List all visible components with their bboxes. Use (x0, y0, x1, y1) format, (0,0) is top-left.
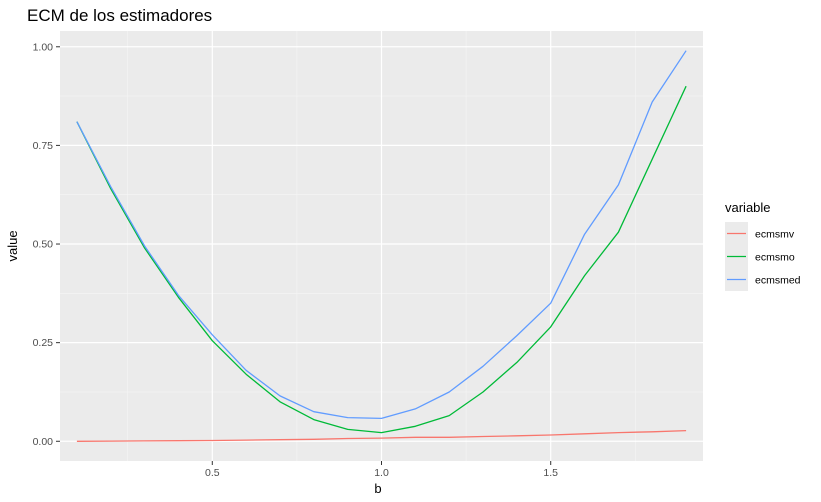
legend-title: variable (725, 200, 771, 215)
x-axis: 0.5 1.0 1.5 (205, 461, 558, 479)
y-tick-label: 0.50 (33, 239, 54, 251)
legend: variable ecmsmv ecmsmo ecmsmed (725, 200, 801, 291)
legend-label: ecmsmv (755, 229, 795, 241)
y-tick-label: 0.00 (33, 436, 54, 448)
x-tick-label: 0.5 (205, 467, 220, 479)
legend-label: ecmsmo (755, 252, 795, 264)
x-tick-label: 1.5 (543, 467, 558, 479)
y-tick-label: 0.75 (33, 140, 54, 152)
legend-label: ecmsmed (755, 275, 801, 287)
y-axis-title: value (5, 230, 20, 261)
y-axis: 0.00 0.25 0.50 0.75 1.00 (33, 41, 60, 448)
series-line-ecmsmo (76, 85, 687, 434)
y-tick-label: 1.00 (33, 41, 54, 53)
series-line-ecmsmed (76, 50, 687, 420)
series-line-ecmsmv (76, 429, 687, 442)
y-tick-label: 0.25 (33, 337, 54, 349)
x-axis-title: b (374, 481, 381, 496)
x-tick-label: 1.0 (374, 467, 389, 479)
chart-title: ECM de los estimadores (27, 6, 212, 25)
major-gridlines (60, 31, 703, 461)
series-layer (76, 50, 687, 442)
